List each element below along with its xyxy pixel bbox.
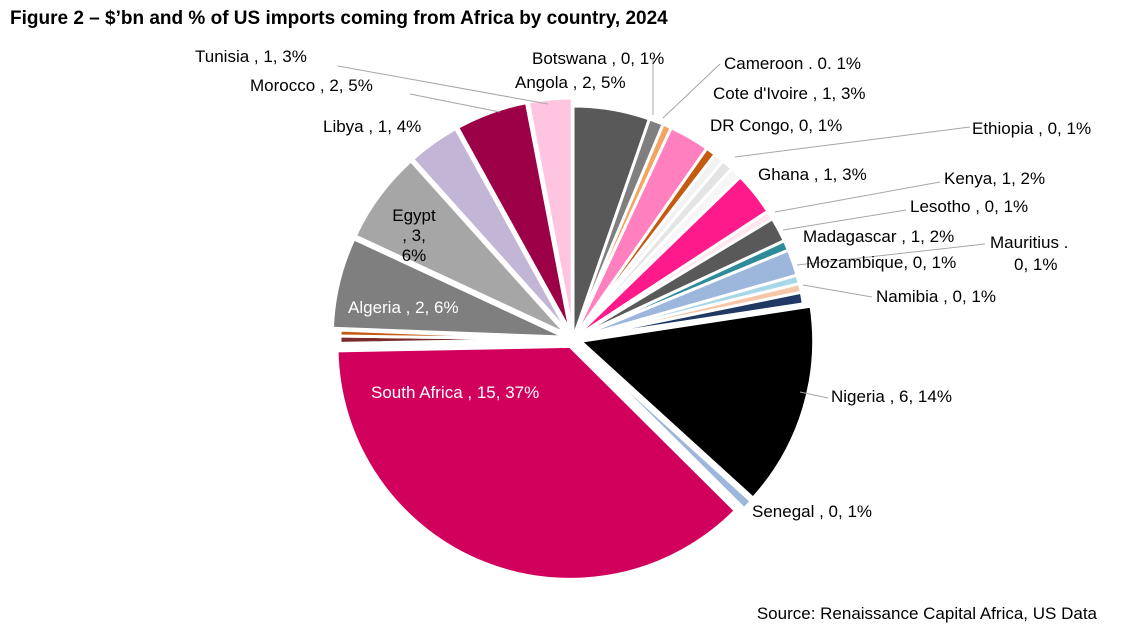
leader-line <box>802 284 873 298</box>
leader-line <box>409 93 501 113</box>
slice-labels: Angola , 2, 5% Botswana , 0, 1% Cameroon .… <box>195 47 1091 521</box>
pie-slice-senegal <box>577 343 754 511</box>
pie-slice-morocco <box>455 100 572 333</box>
slice-label: Mauritius . 0, 1% <box>990 233 1068 274</box>
pie-chart: Angola , 2, 5% Botswana , 0, 1% Cameroon .… <box>195 47 1091 581</box>
chart-title: Figure 2 – $’bn and % of US imports comi… <box>10 8 668 29</box>
slice-label: Tunisia , 1, 3% <box>195 47 307 66</box>
slice-label: Kenya, 1, 2% <box>944 169 1045 188</box>
leader-line <box>796 243 986 266</box>
pie-slice-gap5 <box>338 328 574 341</box>
pie-slice-nigeria <box>577 304 816 501</box>
slice-label: Morocco , 2, 5% <box>250 76 373 95</box>
leader-line <box>662 63 721 119</box>
leader-lines <box>337 60 986 399</box>
slice-label: Algeria , 2, 6% <box>348 298 459 317</box>
slice-label: Angola , 2, 5% <box>515 73 626 92</box>
slice-label: Libya , 1, 4% <box>323 117 421 136</box>
pie-slice-south-africa <box>335 344 738 581</box>
leader-line <box>337 65 549 105</box>
slice-label: Lesotho , 0, 1% <box>910 197 1028 216</box>
pie-slice-tunisia <box>526 96 574 332</box>
pie-slice-egypt <box>353 158 568 336</box>
slice-label: Mozambique, 0, 1% <box>806 253 956 272</box>
leader-line <box>782 209 907 231</box>
slice-label: South Africa , 15, 37% <box>371 383 539 402</box>
slice-label: Ethiopia , 0, 1% <box>972 119 1091 138</box>
chart-source: Source: Renaissance Capital Africa, US D… <box>756 604 1097 623</box>
pie-slice-namibia <box>572 290 806 341</box>
slice-label: Cameroon . 0. 1% <box>724 54 861 73</box>
slice-label: Cote d'Ivoire , 1, 3% <box>713 84 866 103</box>
slice-label: Namibia , 0, 1% <box>876 287 996 306</box>
leader-line <box>734 126 971 158</box>
leader-line <box>799 391 829 399</box>
pie-slice-algeria <box>330 236 566 339</box>
slice-label: Nigeria , 6, 14% <box>831 387 952 406</box>
slice-label: Botswana , 0, 1% <box>532 49 664 68</box>
slice-label: DR Congo, 0, 1% <box>710 116 842 135</box>
slice-label: Ghana , 1, 3% <box>758 165 867 184</box>
pie-slices <box>330 96 816 581</box>
leader-line <box>774 181 941 213</box>
slice-label: Madagascar , 1, 2% <box>803 227 954 246</box>
slice-label: Egypt, 3, 6% <box>392 206 436 265</box>
pie-slice-libya <box>410 126 570 334</box>
slice-label: Senegal , 0, 1% <box>752 502 872 521</box>
